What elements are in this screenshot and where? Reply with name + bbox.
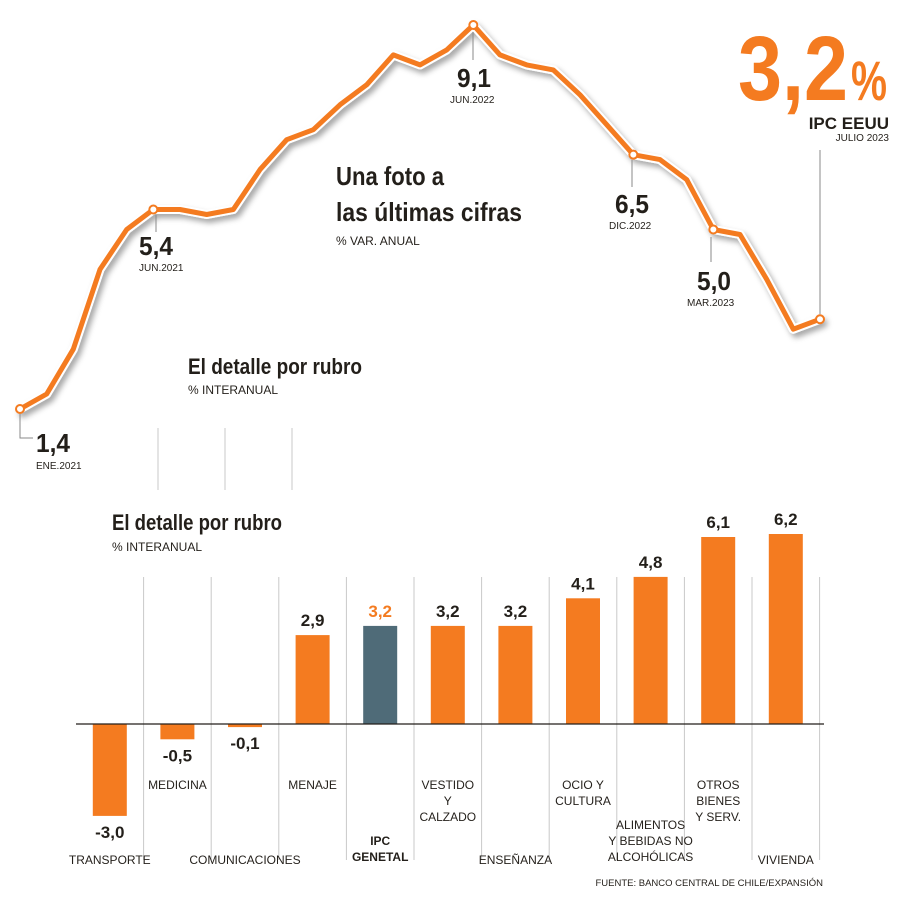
category-label: GENETAL [352, 850, 408, 864]
bar-value-label: 6,2 [774, 510, 798, 529]
headline: 3,2 % IPC EEUU JULIO 2023 [738, 18, 889, 144]
bar-value-label: 3,2 [504, 602, 528, 621]
bar [160, 724, 195, 740]
annotation-date: JUN.2021 [139, 263, 184, 274]
line-subtitle: % VAR. ANUAL [336, 234, 420, 248]
headline-date: JULIO 2023 [836, 133, 890, 144]
annotation-value: 5,4 [139, 231, 173, 261]
annotation-value: 6,5 [615, 189, 649, 219]
bar [295, 635, 330, 724]
line-chart: 1,4 ENE.2021 5,4 JUN.2021 9,1 JUN.2022 6,5 DIC.… [15, 20, 825, 472]
bar-value-label: -0,1 [230, 734, 259, 753]
category-label: OCIO Y [562, 778, 604, 792]
annotation-value: 1,4 [36, 428, 70, 458]
annotation-value: 9,1 [457, 63, 491, 93]
annotation-value: 5,0 [697, 266, 731, 296]
category-label: OTROS [697, 778, 740, 792]
data-point [628, 149, 639, 160]
bar [363, 625, 398, 724]
bar [768, 534, 803, 724]
bar-value-label: 4,1 [571, 574, 595, 593]
bar-value-label: 3,2 [436, 602, 460, 621]
category-label: IPC [370, 834, 390, 848]
bar [228, 724, 262, 728]
bar [566, 598, 600, 724]
bar-value-label: -3,0 [95, 823, 124, 842]
headline-label: IPC EEUU [809, 114, 889, 133]
category-label: VIVIENDA [758, 853, 814, 867]
category-label: Y BEBIDAS NO [608, 834, 692, 848]
category-label: Y [444, 794, 452, 808]
data-point [708, 224, 719, 235]
data-point [15, 404, 25, 414]
bar [701, 537, 736, 724]
data-point [148, 204, 159, 215]
bar-value-label: 3,2 [368, 602, 392, 621]
category-label: Y SERV. [695, 810, 741, 824]
category-label: VESTIDO [421, 778, 474, 792]
headline-percent: % [851, 49, 887, 112]
bar-titles: El detalle por rubro % INTERANUAL [112, 510, 282, 554]
annotation-date: JUN.2022 [450, 95, 495, 106]
category-label: ALCOHÓLICAS [608, 849, 693, 864]
bar-value-label: 6,1 [706, 513, 730, 532]
source-note: FUENTE: BANCO CENTRAL DE CHILE/EXPANSIÓN [595, 878, 823, 889]
line-title-1: Una foto a [336, 161, 444, 191]
bar-value-label: -0,5 [163, 746, 192, 765]
category-label: ALIMENTOS [616, 818, 685, 832]
annotation-date: ENE.2021 [36, 461, 82, 472]
bar-chart: -3,0 TRANSPORTE -0,5 MEDICINA -0,1 COMUNICACI… [69, 510, 824, 867]
category-label: CALZADO [419, 810, 476, 824]
data-point [815, 314, 825, 325]
annotation-leader [19, 414, 33, 439]
data-point [468, 20, 479, 30]
line-title-2: las últimas cifras [336, 197, 522, 227]
bar [92, 724, 127, 816]
ghost-subtitle: % INTERANUAL [188, 383, 278, 397]
headline-value: 3,2 [738, 18, 848, 120]
bar [430, 625, 465, 724]
bar-value-label: 4,8 [639, 553, 663, 572]
annotation-date: DIC.2022 [609, 221, 652, 232]
category-label: MEDICINA [148, 778, 207, 792]
category-label: BIENES [696, 794, 740, 808]
bar [633, 576, 668, 724]
bar-value-label: 2,9 [301, 611, 325, 630]
bar-subtitle: % INTERANUAL [112, 540, 202, 554]
bar [498, 625, 533, 724]
category-label: COMUNICACIONES [189, 853, 300, 867]
category-label: CULTURA [555, 794, 611, 808]
category-label: ENSEÑANZA [479, 853, 552, 867]
category-label: TRANSPORTE [69, 853, 151, 867]
bar-title: El detalle por rubro [112, 510, 282, 535]
ghost-title: El detalle por rubro [188, 354, 362, 379]
annotation-date: MAR.2023 [687, 298, 735, 309]
category-label: MENAJE [288, 778, 337, 792]
line-titles: Una foto a las últimas cifras % VAR. ANU… [157, 161, 522, 490]
